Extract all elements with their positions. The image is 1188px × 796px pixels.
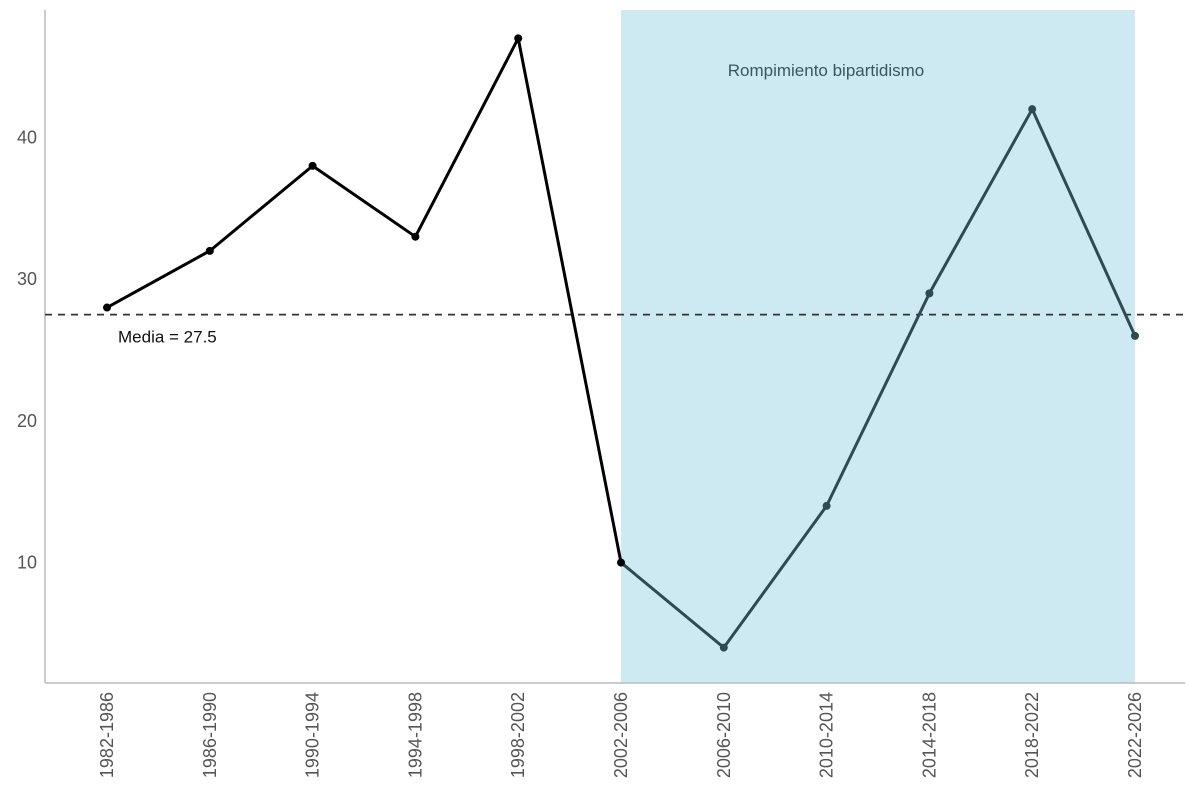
series-line-segment: [413, 36, 520, 239]
data-point: [308, 161, 317, 170]
highlight-region: [621, 10, 1135, 683]
series-line-segment: [208, 164, 315, 253]
data-point: [514, 34, 523, 43]
x-tick-labels: 1982-1986 1986-1990 1990-1994 1994-1998 1998…: [97, 692, 1145, 778]
y-tick-label: 20: [17, 411, 37, 431]
series-points: [103, 34, 1139, 652]
highlight-region-layer: [621, 10, 1135, 683]
data-point: [103, 303, 111, 312]
axes-layer: [44, 10, 1185, 684]
x-tick-label: 2018-2022: [1022, 692, 1042, 778]
mean-label: Media = 27.5: [118, 328, 217, 347]
x-tick-label: 1994-1998: [405, 692, 425, 778]
data-point: [617, 558, 625, 567]
x-tick-label: 1990-1994: [303, 692, 323, 778]
data-point: [925, 289, 934, 298]
y-tick-label: 30: [17, 269, 37, 289]
mean-line-layer: Media = 27.5: [45, 313, 1185, 347]
data-point: [411, 232, 420, 241]
data-point: [1131, 331, 1139, 340]
series-line-segment: [516, 36, 623, 565]
data-point: [719, 643, 728, 652]
data-point: [1028, 105, 1037, 114]
highlight-region-label: Rompimiento bipartidismo: [728, 61, 925, 80]
x-tick-label: 1986-1990: [200, 692, 220, 778]
data-point: [822, 501, 831, 510]
series-line-segment: [722, 504, 829, 650]
x-tick-label: 1982-1986: [97, 692, 117, 778]
series-line-segment: [1030, 107, 1137, 338]
series-line-segment: [105, 249, 212, 310]
y-tick-label: 40: [17, 128, 37, 148]
y-tick-labels: 10 20 30 40: [17, 128, 37, 573]
series-line-segment: [619, 561, 726, 650]
data-point: [205, 246, 214, 255]
series-line-segment: [825, 291, 931, 508]
x-tick-label: 1998-2002: [508, 692, 528, 778]
series-lines: [105, 36, 1137, 650]
x-tick-label: 2014-2018: [919, 692, 939, 778]
y-tick-label: 10: [17, 553, 37, 573]
x-tick-label: 2002-2006: [611, 692, 631, 778]
x-tick-label: 2022-2026: [1125, 692, 1145, 778]
x-tick-label: 2010-2014: [817, 692, 837, 778]
x-tick-label: 2006-2010: [714, 692, 734, 778]
series-line-segment: [311, 164, 417, 239]
series-line-segment: [927, 107, 1034, 295]
